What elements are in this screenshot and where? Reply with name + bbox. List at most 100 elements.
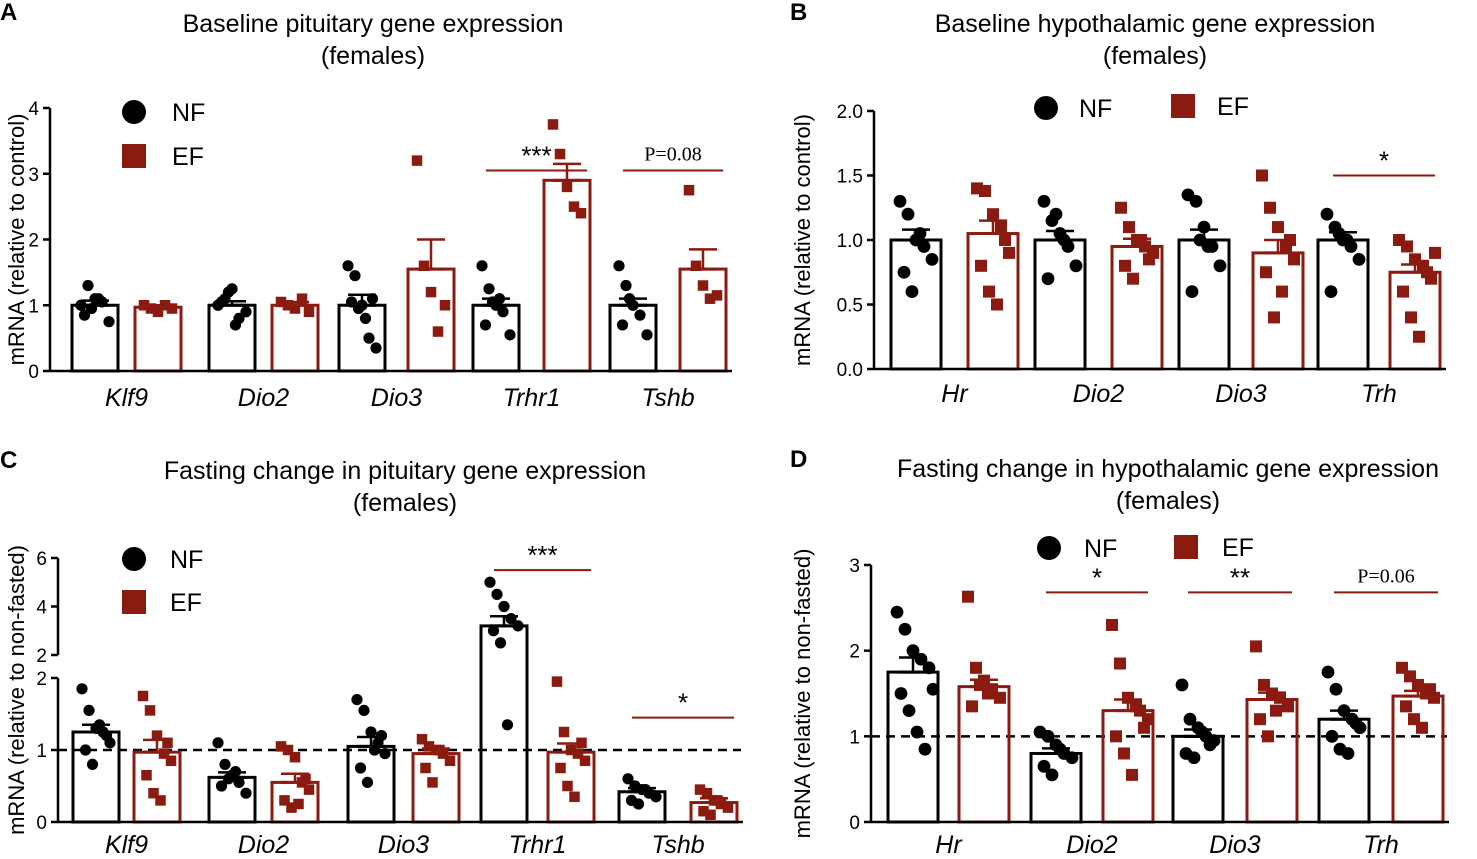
data-point	[137, 690, 149, 702]
data-point	[423, 741, 435, 752]
panel-letter: D	[790, 446, 807, 473]
data-point	[1041, 729, 1055, 743]
data-point	[83, 704, 95, 717]
data-point	[379, 748, 391, 760]
data-point	[650, 791, 662, 803]
data-point	[75, 299, 87, 311]
bar	[1033, 238, 1087, 371]
data-point	[995, 221, 1007, 234]
data-point	[698, 805, 709, 817]
data-point	[925, 252, 939, 266]
data-point	[484, 576, 496, 588]
data-point	[966, 700, 978, 713]
legend-label-nf: NF	[1079, 95, 1112, 123]
data-point	[994, 691, 1006, 704]
data-point	[138, 300, 150, 311]
y-tick-label: 2	[849, 642, 860, 663]
data-point	[893, 194, 907, 208]
chart-subtitle: (females)	[353, 489, 457, 517]
data-point	[103, 316, 115, 328]
legend-marker-ef	[122, 144, 146, 168]
data-point	[910, 725, 924, 739]
data-point	[144, 705, 156, 716]
data-point	[411, 155, 423, 166]
data-point	[576, 737, 587, 749]
data-point	[86, 758, 99, 771]
data-point	[987, 208, 999, 221]
data-point	[368, 744, 381, 756]
y-tick-label: 0	[36, 813, 47, 834]
data-point	[300, 773, 311, 785]
data-point	[1106, 618, 1118, 631]
data-point	[1041, 272, 1055, 286]
data-point	[1268, 311, 1280, 324]
y-tick-label: 3	[849, 556, 860, 577]
data-point	[1340, 233, 1354, 247]
data-point	[365, 726, 377, 738]
data-point	[432, 326, 444, 337]
data-point	[1213, 259, 1227, 273]
data-point	[555, 762, 566, 774]
data-point	[979, 184, 991, 197]
data-point	[279, 795, 290, 806]
legend-marker-ef	[1174, 535, 1198, 559]
data-point	[1118, 747, 1130, 760]
data-point	[219, 758, 231, 771]
data-point	[902, 704, 916, 718]
legend: NF EF	[1034, 93, 1249, 123]
data-point	[639, 784, 652, 796]
data-point	[151, 730, 163, 741]
y-axis-label: mRNA (relative to non-fasted)	[790, 549, 815, 839]
data-point	[212, 737, 224, 749]
y-tick-label: 1.5	[837, 167, 863, 188]
data-point	[901, 207, 915, 221]
data-point	[1284, 234, 1296, 246]
data-point	[282, 744, 294, 756]
significance-label: **	[1230, 562, 1250, 592]
data-point	[349, 270, 361, 282]
data-point	[561, 181, 573, 193]
data-point	[215, 296, 228, 308]
data-point	[1127, 272, 1139, 285]
series-nf	[889, 188, 1370, 371]
data-point	[148, 787, 159, 799]
data-point	[289, 303, 301, 314]
panel-C: C Fasting change in pituitary gene expres…	[0, 447, 743, 859]
data-point	[351, 694, 363, 706]
series-nf	[886, 605, 1371, 824]
data-point	[1254, 713, 1266, 726]
data-point	[1110, 730, 1122, 743]
data-point	[918, 742, 932, 756]
data-point	[494, 637, 507, 649]
data-point	[233, 776, 245, 789]
data-point	[1397, 285, 1409, 298]
data-point	[141, 769, 152, 781]
x-tick-label: Hr	[935, 831, 963, 859]
data-point	[1282, 700, 1294, 713]
data-point	[370, 342, 382, 354]
data-point	[975, 259, 987, 272]
data-point	[487, 625, 500, 637]
data-point	[303, 784, 315, 795]
data-point	[712, 795, 723, 806]
data-point	[1053, 742, 1067, 756]
legend-marker-nf	[122, 547, 146, 571]
data-point	[166, 303, 178, 314]
data-point	[425, 286, 437, 298]
data-point	[1262, 730, 1274, 743]
data-point	[897, 265, 911, 279]
data-point	[1320, 207, 1334, 221]
data-point	[361, 776, 374, 789]
data-point	[991, 298, 1003, 311]
data-point	[498, 600, 510, 613]
legend-marker-ef	[1171, 94, 1195, 118]
data-point	[1276, 285, 1288, 298]
y-tick-label: 2.0	[837, 102, 863, 123]
data-point	[1143, 253, 1155, 266]
data-point	[1329, 682, 1343, 696]
data-point	[1057, 233, 1071, 247]
data-point	[1270, 704, 1282, 717]
data-point	[613, 260, 625, 272]
legend-label-nf: NF	[1084, 535, 1117, 563]
panel-A: A Baseline pituitary gene expression (fema…	[0, 0, 732, 412]
